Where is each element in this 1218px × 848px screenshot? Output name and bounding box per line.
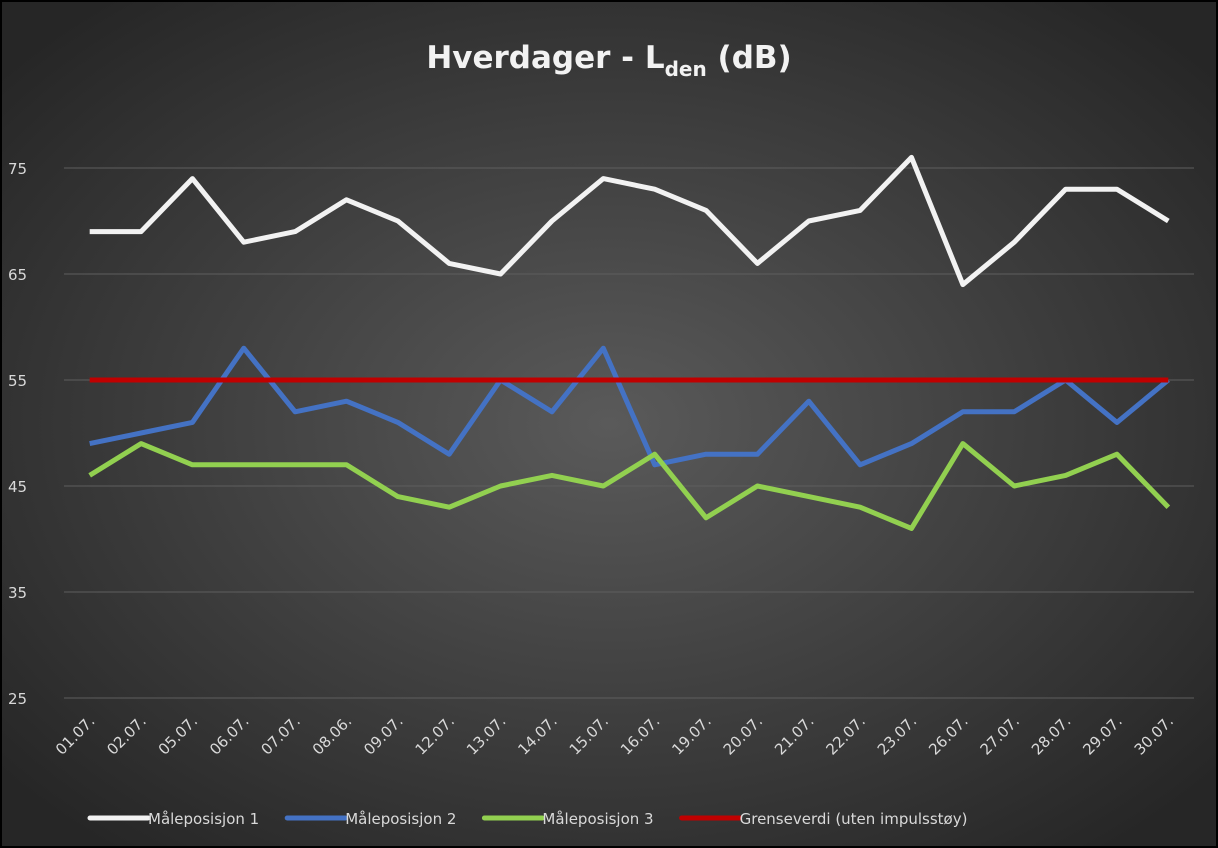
legend-label: Måleposisjon 3 [542,810,653,828]
legend-label: Måleposisjon 2 [345,810,456,828]
series-line [89,154,1170,288]
y-tick-label: 45 [8,478,27,496]
chart-title: Hverdager - Lden (dB) [426,40,791,81]
y-tick-label: 25 [8,690,27,708]
legend-label: Grenseverdi (uten impulsstøy) [740,810,968,828]
y-tick-label: 35 [8,584,27,602]
series-line [88,441,1171,531]
legend: Måleposisjon 1 Måleposisjon 2 Måleposisjon… [87,810,968,828]
title-end: (dB) [707,40,792,76]
title-main: Hverdager - L [426,40,664,76]
y-tick-label: 65 [8,266,27,284]
legend-label: Måleposisjon 1 [148,810,259,828]
y-tick-label: 75 [8,160,27,178]
title-subscript: den [665,57,707,81]
y-tick-label: 55 [8,372,27,390]
